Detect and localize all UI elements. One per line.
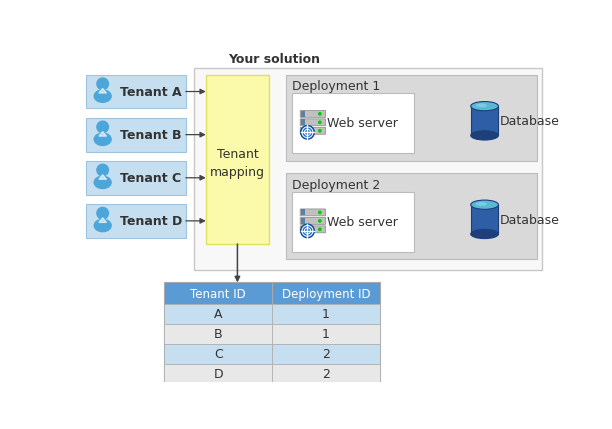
FancyBboxPatch shape	[300, 209, 326, 216]
Polygon shape	[99, 132, 106, 136]
Bar	[471, 106, 498, 136]
Bar	[193, 68, 542, 270]
Text: Database: Database	[500, 115, 560, 128]
Polygon shape	[99, 175, 106, 179]
Bar	[272, 282, 380, 304]
FancyBboxPatch shape	[300, 119, 326, 126]
Bar	[300, 226, 305, 233]
Bar	[300, 119, 305, 125]
Circle shape	[319, 211, 321, 214]
Text: B: B	[214, 328, 223, 341]
Text: 1: 1	[322, 308, 330, 321]
Bar	[86, 161, 186, 195]
Text: Database: Database	[500, 214, 560, 227]
Circle shape	[319, 130, 321, 132]
Bar	[272, 304, 380, 324]
Polygon shape	[99, 88, 106, 93]
Bar	[272, 344, 380, 364]
Circle shape	[319, 113, 321, 115]
Bar	[300, 218, 305, 224]
Text: Deployment 2: Deployment 2	[292, 179, 380, 192]
Ellipse shape	[471, 230, 498, 239]
Bar	[272, 324, 380, 344]
Text: Your solution: Your solution	[228, 53, 320, 66]
Circle shape	[319, 121, 321, 124]
Text: Tenant D: Tenant D	[119, 215, 182, 228]
Bar	[471, 205, 498, 234]
Ellipse shape	[94, 90, 111, 102]
FancyBboxPatch shape	[300, 226, 326, 233]
Bar	[164, 282, 272, 304]
Bar	[300, 111, 305, 117]
Ellipse shape	[476, 103, 487, 107]
Text: Web server: Web server	[327, 216, 398, 229]
Ellipse shape	[471, 131, 498, 140]
Ellipse shape	[476, 202, 487, 206]
Bar	[206, 75, 269, 244]
Bar	[300, 128, 305, 134]
Bar	[164, 344, 272, 364]
Bar	[292, 93, 414, 153]
FancyBboxPatch shape	[300, 127, 326, 134]
Text: Tenant C: Tenant C	[119, 172, 181, 185]
Text: C: C	[214, 348, 223, 361]
Text: Web server: Web server	[327, 118, 398, 130]
Circle shape	[97, 164, 108, 176]
Text: Tenant ID: Tenant ID	[190, 287, 246, 301]
Bar	[164, 324, 272, 344]
Text: 2: 2	[322, 369, 330, 381]
Circle shape	[319, 220, 321, 222]
Circle shape	[300, 125, 315, 139]
Bar	[86, 204, 186, 238]
Bar	[164, 304, 272, 324]
Circle shape	[97, 207, 108, 219]
Bar	[86, 118, 186, 151]
Ellipse shape	[94, 133, 111, 145]
Bar	[300, 209, 305, 215]
Bar	[86, 75, 186, 109]
Ellipse shape	[471, 102, 498, 111]
FancyBboxPatch shape	[300, 218, 326, 224]
Bar	[164, 282, 380, 384]
Circle shape	[97, 121, 108, 133]
FancyBboxPatch shape	[300, 110, 326, 117]
Text: Tenant A: Tenant A	[119, 86, 181, 99]
Circle shape	[319, 228, 321, 230]
Polygon shape	[99, 218, 106, 222]
Text: A: A	[214, 308, 222, 321]
Bar	[272, 364, 380, 384]
Bar	[164, 364, 272, 384]
Text: Deployment ID: Deployment ID	[282, 287, 370, 301]
Circle shape	[300, 224, 315, 238]
Text: 1: 1	[322, 328, 330, 341]
Ellipse shape	[471, 200, 498, 209]
Bar	[286, 75, 537, 161]
Text: 2: 2	[322, 348, 330, 361]
Text: Tenant
mapping: Tenant mapping	[210, 148, 265, 179]
Ellipse shape	[94, 176, 111, 188]
Bar	[286, 173, 537, 260]
Text: D: D	[214, 369, 223, 381]
Circle shape	[97, 78, 108, 90]
Bar	[292, 192, 414, 252]
Ellipse shape	[94, 219, 111, 232]
Text: Deployment 1: Deployment 1	[292, 80, 380, 94]
Text: Tenant B: Tenant B	[119, 129, 181, 142]
